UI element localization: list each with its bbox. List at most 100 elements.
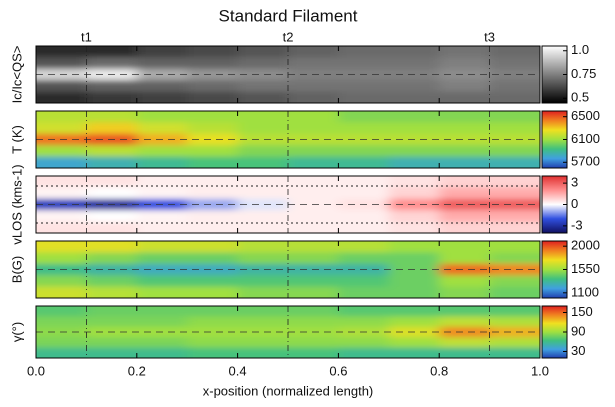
heatmap-cell: [388, 133, 441, 147]
heatmap-cell: [136, 91, 189, 103]
heatmap-cell: [489, 221, 540, 233]
heatmap-cell: [388, 198, 441, 212]
heatmap-cell: [388, 176, 441, 189]
heatmap-cell: [288, 133, 340, 147]
heatmap-cell: [36, 252, 88, 265]
heatmap-cell: [338, 221, 390, 233]
heatmap-cell: [36, 347, 88, 358]
x-axis-label: x-position (normalized length): [203, 383, 374, 398]
heatmap-cell: [237, 198, 289, 212]
heatmap-cell: [136, 286, 189, 298]
heatmap-cell: [237, 57, 289, 70]
y-axis-label: Ic/Ic<QS>: [9, 46, 24, 104]
heatmap-cell: [36, 187, 88, 200]
heatmap-cell: [136, 326, 189, 339]
heatmap-cell: [86, 326, 138, 339]
heatmap-cell: [136, 80, 189, 93]
x-tick-label: 0.6: [329, 363, 347, 378]
heatmap-cell: [187, 156, 239, 168]
heatmap-cell: [187, 198, 239, 212]
heatmap-cell: [288, 286, 340, 298]
heatmap-cell: [187, 337, 239, 349]
heatmap-cell: [86, 252, 138, 265]
heatmap-cell: [338, 133, 390, 147]
colorbar-tick-label: 1100: [571, 284, 599, 299]
heatmap: [36, 111, 540, 168]
heatmap-cell: [237, 286, 289, 298]
heatmap-cell: [136, 187, 189, 200]
heatmap-cell: [338, 337, 390, 349]
heatmap-cell: [338, 306, 390, 318]
heatmap-cell: [237, 145, 289, 158]
heatmap-cell: [439, 46, 491, 59]
heatmap-cell: [489, 337, 540, 349]
heatmap-cell: [187, 275, 239, 288]
heatmap-cell: [86, 241, 138, 254]
heatmap-cell: [237, 122, 289, 135]
heatmap-cell: [388, 122, 441, 135]
heatmap-cell: [338, 286, 390, 298]
heatmap-cell: [338, 347, 390, 358]
heatmap-cell: [86, 57, 138, 70]
heatmap-cell: [237, 241, 289, 254]
heatmap-cell: [489, 275, 540, 288]
x-tick-label: 1.0: [531, 363, 549, 378]
heatmap-cell: [136, 316, 189, 328]
heatmap-cell: [187, 145, 239, 158]
heatmap-cell: [187, 91, 239, 103]
heatmap-cell: [388, 46, 441, 59]
heatmap-cell: [288, 122, 340, 135]
heatmap-cell: [237, 156, 289, 168]
heatmap-cell: [489, 176, 540, 189]
heatmap-cell: [439, 286, 491, 298]
heatmap-cell: [439, 221, 491, 233]
heatmap-cell: [36, 68, 88, 82]
heatmap-cell: [439, 68, 491, 82]
heatmap-cell: [388, 111, 441, 124]
panel-frame: [35, 110, 541, 169]
heatmap-cells: [36, 241, 540, 298]
heatmap-cell: [439, 263, 491, 277]
heatmap-cell: [86, 187, 138, 200]
heatmap-cell: [36, 80, 88, 93]
heatmap-cell: [489, 145, 540, 158]
heatmap-cell: [187, 347, 239, 358]
heatmap-cell: [136, 241, 189, 254]
heatmap-cell: [489, 198, 540, 212]
heatmap-cell: [288, 306, 340, 318]
heatmap-cell: [388, 156, 441, 168]
heatmap-cell: [86, 122, 138, 135]
heatmap-cell: [86, 347, 138, 358]
heatmap: [36, 46, 540, 103]
heatmap-cell: [36, 176, 88, 189]
heatmap: [36, 176, 540, 233]
heatmap-cell: [86, 221, 138, 233]
panel-frame: [35, 240, 541, 299]
heatmap-cell: [288, 210, 340, 223]
heatmap-cell: [237, 316, 289, 328]
heatmap-cell: [237, 91, 289, 103]
heatmap-cell: [136, 347, 189, 358]
heatmap-cell: [86, 210, 138, 223]
heatmap-cell: [288, 111, 340, 124]
heatmap-cell: [237, 275, 289, 288]
heatmap-cell: [489, 68, 540, 82]
heatmap-cell: [288, 46, 340, 59]
heatmap-cell: [86, 263, 138, 277]
heatmap-cell: [338, 187, 390, 200]
heatmap-cell: [439, 80, 491, 93]
heatmap-cell: [388, 91, 441, 103]
heatmap-cell: [489, 241, 540, 254]
heatmap-cell: [439, 145, 491, 158]
panel-frame: [35, 305, 541, 359]
colorbar-tick-label: 0.75: [571, 66, 596, 81]
heatmap-cell: [288, 275, 340, 288]
heatmap-cell: [489, 156, 540, 168]
heatmap-cell: [439, 275, 491, 288]
heatmap-cell: [489, 306, 540, 318]
heatmap-cell: [86, 91, 138, 103]
heatmap-cell: [136, 156, 189, 168]
heatmap-cell: [237, 306, 289, 318]
heatmap-cell: [237, 210, 289, 223]
